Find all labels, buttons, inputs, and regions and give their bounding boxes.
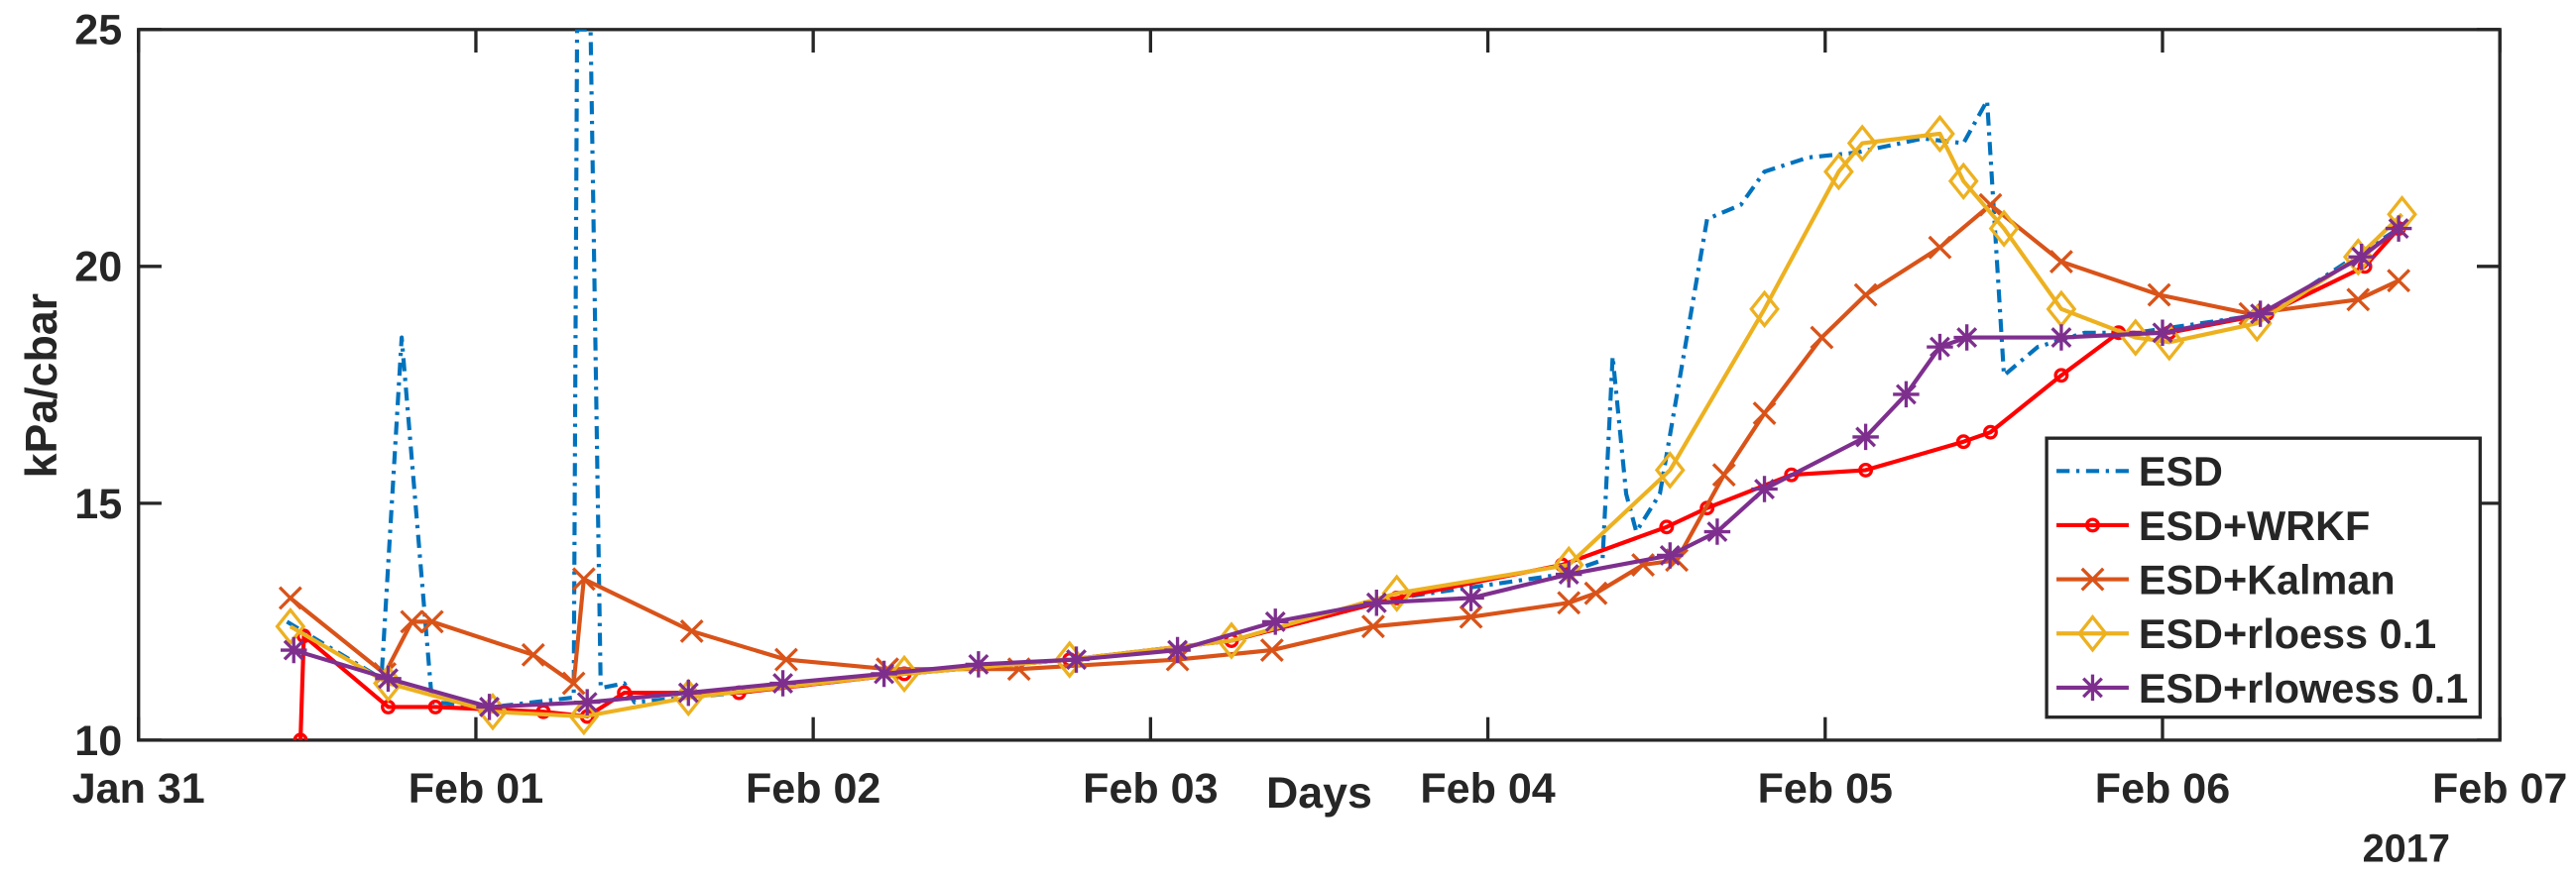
data-point (2147, 282, 2171, 307)
data-point (2346, 287, 2371, 312)
data-point (561, 671, 586, 696)
data-point (1925, 114, 1955, 154)
data-point (1953, 324, 1980, 351)
y-tick-label: 25 (74, 7, 122, 55)
data-point (571, 567, 596, 592)
data-point (1363, 590, 1390, 616)
data-point (2049, 250, 2073, 274)
data-point (1164, 636, 1191, 664)
y-tick-label: 10 (74, 717, 122, 765)
data-point (1852, 423, 1879, 451)
data-point (1703, 518, 1731, 545)
data-point (1458, 585, 1484, 611)
legend-label: ESD+rloess 0.1 (2139, 611, 2436, 657)
data-point (2053, 368, 2069, 384)
legend-label: ESD+rlowess 0.1 (2139, 666, 2468, 712)
data-point (573, 689, 601, 715)
data-point (1711, 463, 1736, 488)
data-point (871, 660, 897, 688)
data-point (1978, 192, 2003, 217)
legend-marker (2085, 517, 2100, 533)
data-point (375, 665, 402, 692)
data-point (1947, 162, 1979, 200)
data-point (1784, 467, 1800, 483)
legend-marker (2079, 674, 2106, 702)
data-point (1657, 542, 1684, 569)
data-point (1858, 462, 1874, 478)
data-point (1381, 574, 1413, 612)
series-line (286, 29, 2400, 710)
plot-frame (137, 28, 2502, 742)
data-point (1259, 638, 1284, 662)
data-point (1555, 561, 1582, 588)
data-point (1823, 153, 1854, 191)
x-tick-label: Feb 07 (2432, 765, 2567, 813)
data-point (1659, 519, 1675, 535)
data-point (1955, 434, 1971, 450)
data-point (1459, 604, 1483, 629)
x-tick-label: Jan 31 (72, 765, 205, 813)
data-point (774, 647, 798, 672)
data-point (1752, 401, 1777, 425)
legend: ESD ESD+WRKF ESD+Kalman ESD+rloess 0.1 ESD+r… (2045, 436, 2482, 719)
data-point (419, 609, 444, 634)
data-point (2247, 300, 2274, 327)
data-point (1928, 235, 1952, 260)
legend-label: ESD+Kalman (2139, 557, 2396, 603)
x-tick-label: Feb 06 (2095, 765, 2230, 813)
data-point (476, 694, 503, 720)
data-point (888, 654, 920, 694)
data-point (1261, 608, 1289, 635)
data-point (293, 732, 308, 740)
x-axis-annotation: 2017 (2363, 826, 2450, 870)
data-point (1063, 646, 1090, 673)
data-point (1360, 614, 1385, 639)
data-point (278, 586, 302, 610)
data-point (400, 609, 424, 634)
data-point (1983, 424, 1998, 440)
data-point (2048, 324, 2075, 351)
y-axis-label: kPa/cbar (18, 293, 66, 478)
data-point (679, 619, 704, 643)
y-tick-label: 20 (74, 244, 122, 291)
data-point (1054, 640, 1086, 679)
legend-marker (2077, 614, 2108, 653)
data-point (2149, 319, 2176, 347)
data-point (275, 606, 306, 646)
x-tick-label: Feb 05 (1758, 765, 1893, 813)
data-point (1927, 333, 1953, 361)
legend-label: ESD+WRKF (2139, 503, 2370, 549)
data-point (280, 636, 307, 664)
series-line (293, 226, 2400, 710)
data-point (1893, 381, 1920, 408)
data-point (1988, 209, 2020, 248)
legend-marker (2080, 567, 2105, 592)
data-point (1853, 282, 1878, 307)
data-point (1557, 591, 1581, 615)
data-point (1810, 325, 1834, 350)
x-tick-label: Feb 02 (746, 765, 880, 813)
x-tick-label: Feb 03 (1083, 765, 1218, 813)
data-point (2387, 269, 2411, 293)
data-point (1583, 581, 1608, 605)
data-point (769, 670, 796, 697)
data-point (1751, 476, 1778, 502)
x-tick-label: Feb 01 (409, 765, 543, 813)
x-tick-label: Feb 04 (1420, 765, 1555, 813)
data-point (1749, 289, 1780, 329)
data-point (427, 699, 443, 714)
data-point (2348, 244, 2375, 271)
plot-area (275, 29, 2417, 740)
legend-label: ESD (2139, 449, 2223, 494)
data-point (1846, 124, 1878, 163)
y-tick-label: 15 (74, 481, 122, 528)
data-point (568, 697, 600, 736)
data-point (1654, 451, 1686, 490)
x-axis-label: Days (1266, 769, 1372, 818)
data-point (521, 642, 545, 667)
data-point (965, 651, 993, 678)
data-point (2385, 215, 2412, 242)
data-point (675, 679, 702, 707)
